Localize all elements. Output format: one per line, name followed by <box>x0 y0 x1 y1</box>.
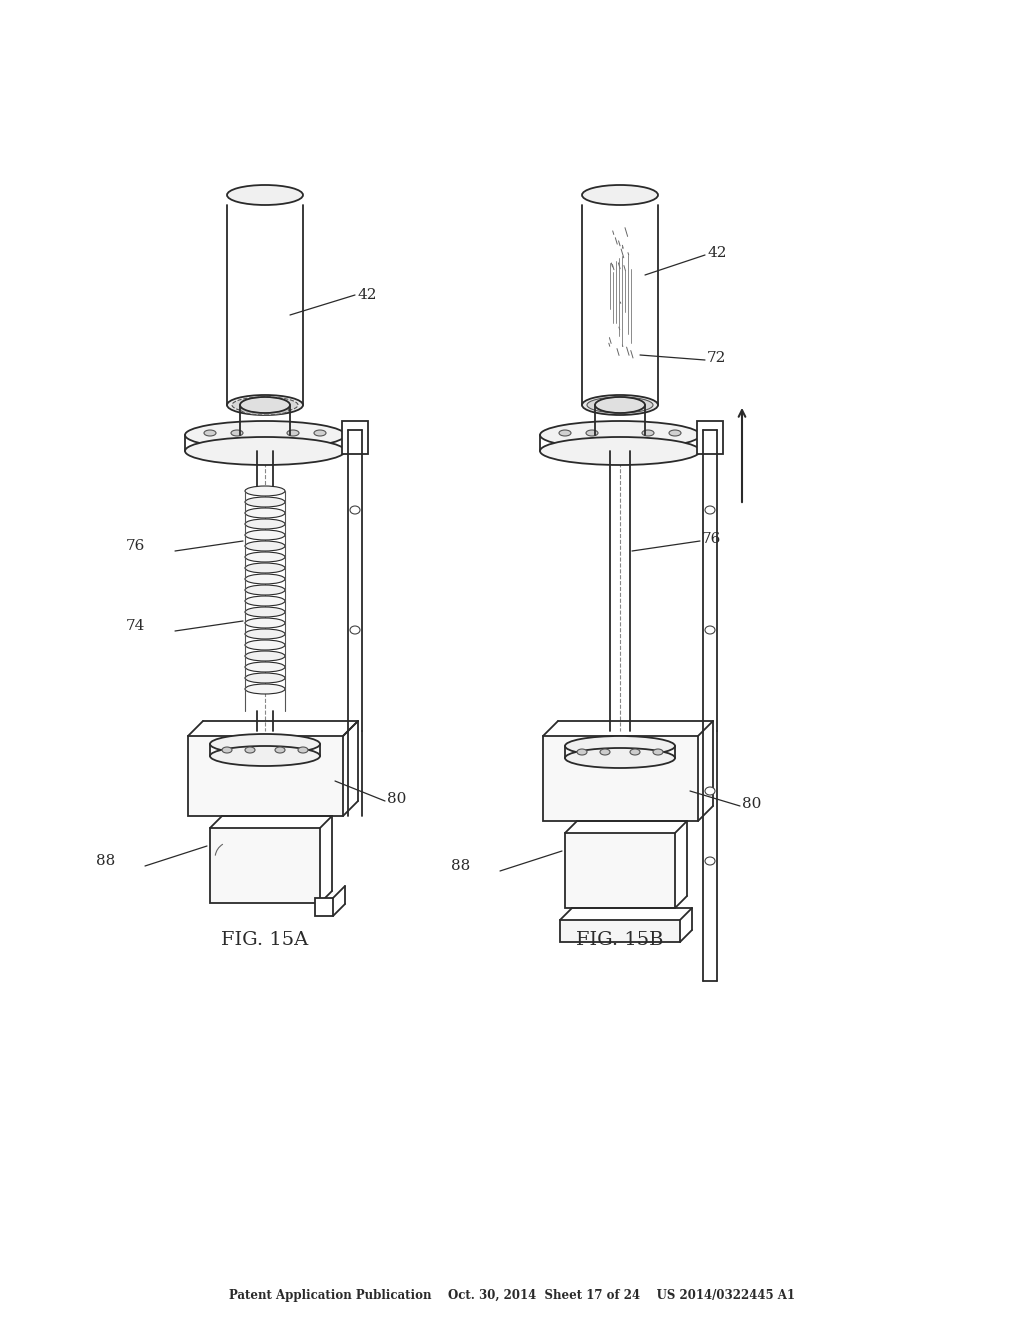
Ellipse shape <box>210 734 319 754</box>
Ellipse shape <box>245 486 285 496</box>
Ellipse shape <box>275 747 285 752</box>
Ellipse shape <box>705 787 715 795</box>
Ellipse shape <box>232 397 298 413</box>
Ellipse shape <box>559 430 571 436</box>
Bar <box>342 421 368 454</box>
Text: FIG. 15B: FIG. 15B <box>577 931 664 949</box>
Ellipse shape <box>582 185 658 205</box>
Ellipse shape <box>185 437 345 465</box>
Ellipse shape <box>245 597 285 606</box>
Ellipse shape <box>586 430 598 436</box>
Ellipse shape <box>240 397 290 413</box>
Text: 42: 42 <box>707 246 726 260</box>
Ellipse shape <box>245 651 285 661</box>
Ellipse shape <box>298 747 308 752</box>
Ellipse shape <box>245 519 285 529</box>
Ellipse shape <box>245 498 285 507</box>
Text: 42: 42 <box>357 288 377 302</box>
Ellipse shape <box>245 564 285 573</box>
Ellipse shape <box>630 748 640 755</box>
Bar <box>565 833 675 908</box>
Ellipse shape <box>350 626 360 634</box>
Ellipse shape <box>222 747 232 752</box>
Ellipse shape <box>245 585 285 595</box>
Ellipse shape <box>204 430 216 436</box>
Ellipse shape <box>642 430 654 436</box>
Text: 80: 80 <box>387 792 407 807</box>
Ellipse shape <box>596 400 644 411</box>
Ellipse shape <box>245 552 285 562</box>
Ellipse shape <box>245 640 285 649</box>
Ellipse shape <box>595 397 645 413</box>
Ellipse shape <box>577 748 587 755</box>
Text: 88: 88 <box>451 859 470 873</box>
Ellipse shape <box>210 746 319 766</box>
Ellipse shape <box>314 430 326 436</box>
Ellipse shape <box>565 737 675 756</box>
Ellipse shape <box>227 395 303 414</box>
Ellipse shape <box>245 747 255 752</box>
Bar <box>697 421 723 454</box>
Ellipse shape <box>587 397 653 413</box>
Ellipse shape <box>227 185 303 205</box>
Bar <box>188 737 343 816</box>
Ellipse shape <box>245 618 285 628</box>
Text: 88: 88 <box>96 854 115 869</box>
Ellipse shape <box>582 395 658 414</box>
Ellipse shape <box>600 748 610 755</box>
Text: 76: 76 <box>126 539 145 553</box>
Ellipse shape <box>540 421 700 449</box>
Ellipse shape <box>540 437 700 465</box>
Ellipse shape <box>287 430 299 436</box>
Ellipse shape <box>565 748 675 768</box>
Text: Patent Application Publication    Oct. 30, 2014  Sheet 17 of 24    US 2014/03224: Patent Application Publication Oct. 30, … <box>229 1288 795 1302</box>
Ellipse shape <box>705 626 715 634</box>
Ellipse shape <box>653 748 663 755</box>
Ellipse shape <box>350 506 360 513</box>
Bar <box>315 898 333 916</box>
Ellipse shape <box>245 684 285 694</box>
Bar <box>560 920 680 942</box>
Ellipse shape <box>245 541 285 550</box>
Ellipse shape <box>669 430 681 436</box>
Ellipse shape <box>245 607 285 616</box>
Ellipse shape <box>231 430 243 436</box>
Text: 76: 76 <box>702 532 721 546</box>
Ellipse shape <box>245 531 285 540</box>
Ellipse shape <box>241 405 289 414</box>
Bar <box>210 828 319 903</box>
Ellipse shape <box>705 857 715 865</box>
Bar <box>543 737 698 821</box>
Ellipse shape <box>185 421 345 449</box>
Ellipse shape <box>245 673 285 682</box>
Ellipse shape <box>245 630 285 639</box>
Ellipse shape <box>245 663 285 672</box>
Text: FIG. 15A: FIG. 15A <box>221 931 308 949</box>
Ellipse shape <box>245 574 285 583</box>
Text: 80: 80 <box>742 797 762 810</box>
Ellipse shape <box>245 508 285 517</box>
Ellipse shape <box>705 506 715 513</box>
Text: 72: 72 <box>707 351 726 366</box>
Text: 74: 74 <box>126 619 145 634</box>
